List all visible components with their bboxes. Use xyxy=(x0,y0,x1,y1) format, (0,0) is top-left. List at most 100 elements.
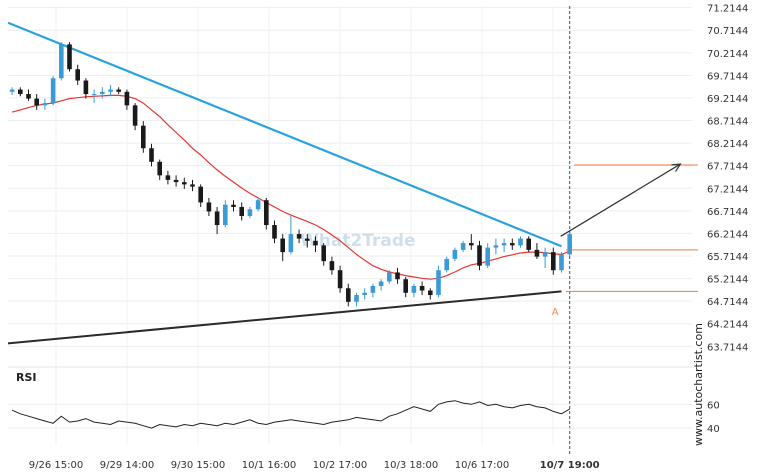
trendlines xyxy=(7,21,562,345)
candlesticks xyxy=(9,42,572,307)
candle-body-0 xyxy=(9,89,15,92)
price-tick-label-7: 67.7144 xyxy=(707,162,748,173)
candle-body-27 xyxy=(231,204,236,207)
candle-39 xyxy=(329,256,335,275)
x-tick-label-3: 10/1 16:00 xyxy=(242,460,296,471)
candle-10 xyxy=(91,89,97,104)
candle-body-43 xyxy=(362,292,367,296)
candle-34 xyxy=(288,216,294,255)
candle-18 xyxy=(157,159,162,180)
lower-trendline xyxy=(7,290,562,345)
x-tick-label-0: 9/26 15:00 xyxy=(29,460,83,471)
brand: www.autochartist.com xyxy=(692,323,705,446)
moving-average-line xyxy=(11,94,570,280)
price-tick-label-8: 67.2144 xyxy=(707,184,748,195)
candle-body-68 xyxy=(567,234,572,255)
candle-body-21 xyxy=(182,182,187,185)
candle-56 xyxy=(469,234,474,250)
candle-body-41 xyxy=(346,288,351,302)
candle-body-62 xyxy=(518,238,523,246)
candle-12 xyxy=(108,85,113,97)
candle-55 xyxy=(460,240,466,253)
candle-body-31 xyxy=(264,200,269,226)
price-tick-label-3: 69.7144 xyxy=(707,71,748,82)
candle-body-55 xyxy=(460,243,466,250)
candle-66 xyxy=(551,247,556,275)
x-tick-label-1: 9/29 14:00 xyxy=(100,460,154,471)
rsi-panel: RSI 60 40 xyxy=(8,366,720,435)
candle-body-63 xyxy=(526,238,531,250)
candle-body-19 xyxy=(165,175,171,180)
x-tick-label-4: 10/2 17:00 xyxy=(313,460,367,471)
candle-body-67 xyxy=(559,254,564,271)
candle-59 xyxy=(493,238,499,255)
candle-61 xyxy=(510,238,515,250)
candle-body-11 xyxy=(100,91,105,95)
candle-40 xyxy=(337,265,343,293)
candle-body-44 xyxy=(370,286,376,293)
candle-14 xyxy=(124,89,130,110)
candle-body-52 xyxy=(436,270,441,296)
x-tick-label-7: 10/7 19:00 xyxy=(540,460,600,471)
event-marker-label: A xyxy=(552,307,559,318)
candle-body-51 xyxy=(428,290,433,296)
candle-58 xyxy=(485,243,490,268)
candle-20 xyxy=(173,175,179,187)
candle-16 xyxy=(141,121,146,153)
target-arrow xyxy=(560,163,682,237)
candle-body-5 xyxy=(50,78,56,104)
candle-body-53 xyxy=(444,258,449,271)
candle-body-45 xyxy=(378,281,384,286)
candle-32 xyxy=(272,220,277,244)
candle-body-13 xyxy=(116,89,121,92)
candle-67 xyxy=(559,252,564,273)
candle-22 xyxy=(190,179,195,192)
candle-body-32 xyxy=(272,225,277,239)
horizontal-levels xyxy=(566,164,698,292)
candle-body-24 xyxy=(206,202,212,212)
candle-1 xyxy=(18,87,23,97)
target-arrow-head xyxy=(671,163,682,172)
candle-body-10 xyxy=(91,94,97,96)
candle-body-8 xyxy=(75,69,80,81)
candle-45 xyxy=(378,279,384,291)
event-marker: A xyxy=(552,307,559,318)
candle-body-15 xyxy=(132,105,138,126)
candle-body-29 xyxy=(247,209,253,216)
candle-body-6 xyxy=(59,44,64,79)
candle-body-28 xyxy=(239,206,244,216)
candle-3 xyxy=(34,94,39,110)
candle-body-59 xyxy=(493,245,499,248)
candle-48 xyxy=(403,276,408,298)
candle-body-9 xyxy=(83,80,89,95)
price-tick-label-12: 65.2144 xyxy=(707,275,748,286)
x-tick-label-2: 9/30 15:00 xyxy=(171,460,225,471)
candle-body-61 xyxy=(510,243,515,246)
candle-19 xyxy=(165,170,171,185)
candle-53 xyxy=(444,256,449,273)
candle-body-47 xyxy=(395,272,400,280)
price-tick-label-0: 71.2144 xyxy=(707,4,748,15)
brand-text: www.autochartist.com xyxy=(692,323,705,446)
candle-body-57 xyxy=(477,245,482,266)
rsi-tick-label-1: 40 xyxy=(707,424,720,435)
candle-8 xyxy=(75,64,80,86)
candle-31 xyxy=(264,197,269,230)
candle-42 xyxy=(354,292,359,307)
candle-54 xyxy=(452,247,458,262)
candle-body-39 xyxy=(329,261,335,271)
candle-23 xyxy=(198,184,203,207)
candle-28 xyxy=(239,202,244,221)
candle-body-66 xyxy=(551,252,556,271)
target-arrow-line xyxy=(560,163,681,237)
price-tick-label-4: 69.2144 xyxy=(707,94,748,105)
candle-body-56 xyxy=(469,243,474,246)
candle-body-36 xyxy=(305,238,310,241)
candle-body-40 xyxy=(337,270,343,289)
candle-25 xyxy=(214,206,220,235)
candle-body-38 xyxy=(321,245,326,262)
candle-33 xyxy=(280,234,285,262)
candle-68 xyxy=(567,231,572,257)
candle-0 xyxy=(9,87,15,95)
